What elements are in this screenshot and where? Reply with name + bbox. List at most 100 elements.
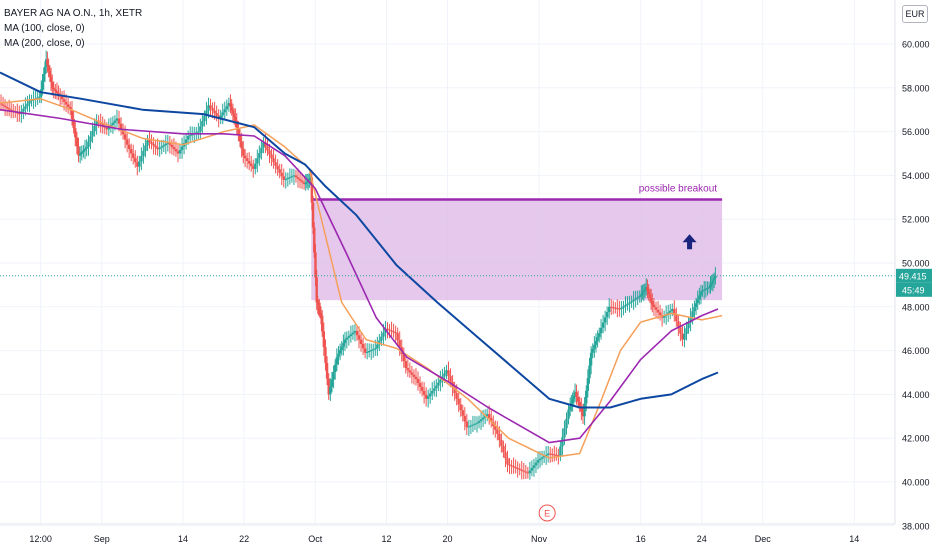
candle-body — [696, 299, 699, 304]
breakout-zone[interactable] — [311, 198, 723, 301]
candle-body — [487, 414, 491, 419]
ma-orange-line[interactable] — [0, 98, 723, 459]
candle-body — [62, 99, 66, 102]
candle-body — [237, 127, 240, 135]
candle-body — [47, 65, 50, 71]
candle-body — [616, 308, 619, 310]
candle-body — [93, 125, 96, 132]
candle-body — [5, 107, 9, 109]
candle-body — [647, 290, 650, 295]
candle-body — [207, 105, 210, 111]
candle-body — [77, 146, 80, 156]
candle-body — [9, 109, 13, 111]
candle-body — [634, 298, 637, 300]
candle-body — [49, 76, 53, 83]
candle-body — [294, 175, 298, 178]
candle-body — [66, 104, 70, 108]
candle-body — [469, 425, 473, 427]
countdown-tag — [896, 282, 932, 297]
candle-body — [483, 415, 487, 418]
currency-button[interactable]: EUR — [902, 5, 928, 23]
candle-body — [160, 146, 163, 148]
candle-body — [416, 379, 420, 384]
candle-body — [252, 166, 255, 169]
candle-body — [361, 344, 365, 349]
candle-body — [230, 106, 233, 111]
candle-body — [709, 284, 712, 288]
candle-body — [144, 145, 147, 151]
candle-body — [172, 146, 176, 150]
symbol-title[interactable]: BAYER AG NA O.N., 1h, XETR — [4, 8, 143, 19]
candle-body — [365, 351, 369, 353]
candle-body — [278, 169, 281, 173]
candle-body — [51, 82, 54, 88]
candle-body — [453, 387, 456, 394]
candle-body — [174, 149, 178, 152]
candle-body — [274, 162, 277, 166]
candle-body — [146, 140, 149, 146]
candle-body — [115, 118, 119, 121]
candle-body — [234, 117, 237, 121]
candle-body — [232, 113, 236, 118]
up-arrow-icon[interactable] — [682, 234, 697, 250]
candle-body — [26, 103, 29, 107]
candle-body — [166, 142, 170, 144]
candle-body — [490, 418, 493, 422]
annotation-layer: possible breakout E — [0, 183, 895, 522]
candle-body — [89, 136, 92, 142]
candle-body — [620, 307, 623, 309]
earnings-marker[interactable] — [538, 504, 556, 522]
price-axis[interactable]: 38.000 40.000 42.000 44.000 46.000 48.000 50.0… — [894, 0, 932, 531]
candle-body — [272, 158, 275, 163]
candle-body — [666, 312, 670, 315]
candle-body — [640, 294, 643, 296]
candle-body — [643, 288, 647, 291]
candle-body — [540, 457, 544, 459]
candle-body — [567, 409, 570, 419]
candle-body — [209, 105, 212, 108]
candle-body — [654, 307, 658, 310]
candle-body — [528, 470, 532, 474]
candle-body — [324, 347, 327, 363]
ma200-legend[interactable]: MA (200, close, 0) — [4, 38, 85, 49]
time-axis[interactable]: 12:00 Sep 14 22 Oct 12 20 Nov 16 24 Dec 14 — [0, 523, 895, 544]
candle-body — [231, 110, 235, 114]
candle-body — [410, 372, 414, 375]
zone-rect[interactable] — [311, 199, 723, 301]
candle-body — [449, 376, 452, 382]
candle-body — [596, 337, 599, 341]
candle-body — [589, 352, 593, 366]
candle-body — [30, 100, 33, 102]
candle-body — [594, 340, 598, 345]
candle-body — [467, 426, 471, 428]
x-tick-label: 12 — [381, 534, 391, 544]
candle-body — [530, 467, 534, 471]
candle-body — [245, 158, 249, 161]
candle-body — [184, 139, 188, 143]
ma200-line[interactable] — [0, 71, 719, 409]
candle-body — [290, 176, 294, 178]
annotation-text[interactable]: possible breakout — [639, 183, 718, 194]
candle-body — [140, 156, 143, 162]
candle-body — [0, 103, 3, 105]
candle-body — [481, 417, 485, 420]
candle-body — [353, 330, 357, 333]
candle-body — [707, 287, 711, 289]
ma100-line[interactable] — [0, 108, 719, 444]
candle-body — [359, 339, 363, 345]
candle-body — [370, 350, 373, 352]
candle-body — [479, 419, 483, 422]
candle-body — [376, 344, 379, 349]
ma100-legend[interactable]: MA (100, close, 0) — [4, 23, 85, 34]
candle-body — [471, 424, 475, 426]
candle-body — [191, 134, 194, 136]
candle-body — [211, 107, 214, 111]
y-tick-label: 58.000 — [902, 83, 930, 93]
candle-body — [520, 469, 523, 471]
last-price-tag[interactable] — [896, 268, 932, 283]
candle-body — [242, 148, 245, 156]
x-tick-label: 20 — [442, 534, 452, 544]
candle-body — [227, 103, 231, 107]
candle-body — [314, 252, 317, 278]
